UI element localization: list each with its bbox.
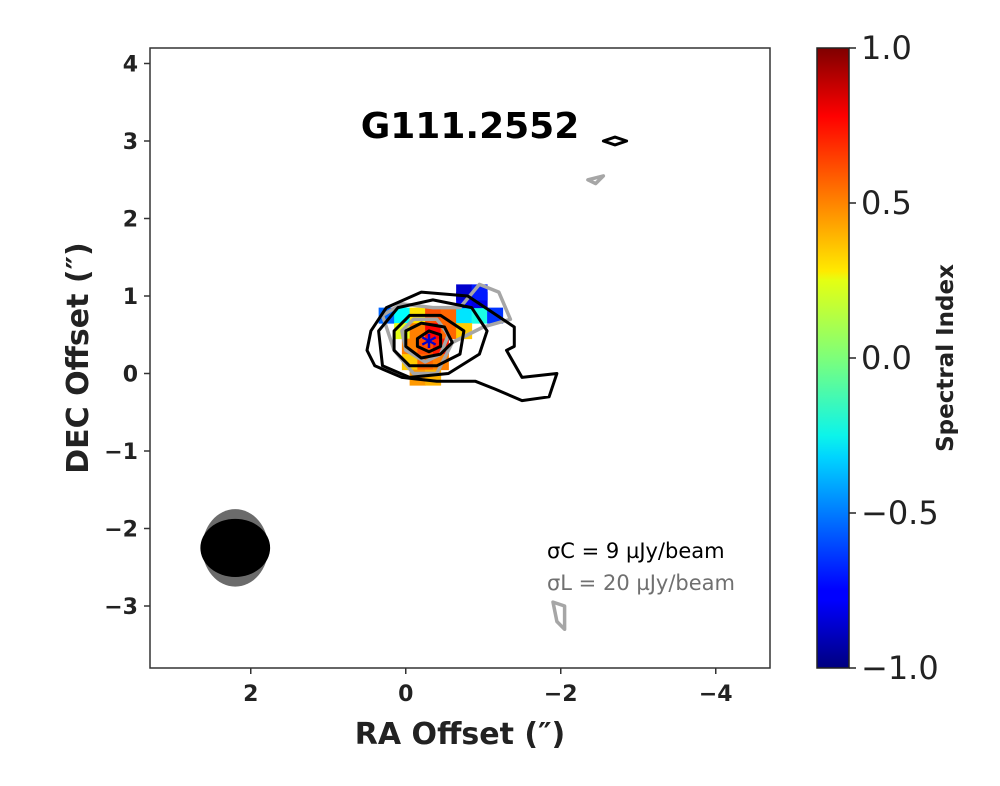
source-marker-icon: * [421,330,437,365]
plot-frame [149,47,771,669]
y-tick-label: −1 [104,440,138,465]
continuum-contour [415,329,443,354]
plot-area: * 2 0 −2 −4 −3 −2 −1 0 1 2 3 4 [104,47,771,707]
continuum-contour [365,290,559,403]
colorbar-title: Spectral Index [933,264,959,452]
continuum-contour [404,321,454,360]
colorbar-tick-label: −1.0 [861,649,939,687]
y-tick-label: −2 [104,518,138,543]
colorbar-tick-label: 0.0 [861,339,912,377]
continuum-contour [601,135,629,147]
line-rms-label: σL = 20 µJy/beam [547,571,735,595]
y-tick-label: −3 [104,595,138,620]
y-tick-label: 0 [123,363,138,388]
spectral-index-pixel [456,307,473,324]
x-tick-label: 2 [243,682,258,707]
colorbar-tick-label: 0.5 [861,184,912,222]
line-contour [586,174,606,186]
continuum-contour [377,298,489,379]
continuum-contour [392,313,466,368]
x-axis-ticks: 2 0 −2 −4 [243,668,733,707]
colorbar-tick-label: −0.5 [861,494,939,532]
colorbar-gradient [816,47,850,669]
y-axis-title: DEC Offset (″) [61,242,96,473]
x-tick-label: 0 [398,682,413,707]
beam-ellipses [200,509,271,587]
continuum-rms-label: σC = 9 µJy/beam [547,539,725,563]
line-contour [380,282,513,376]
y-tick-label: 1 [123,285,138,310]
contours [365,135,629,632]
y-tick-label: 3 [123,130,138,155]
y-tick-label: 2 [123,208,138,233]
colorbar-ticks: 1.0 0.5 0.0 −0.5 −1.0 [849,29,939,687]
x-tick-label: −4 [699,682,733,707]
colorbar-tick-label: 1.0 [861,29,912,67]
continuum-beam-ellipse [200,518,271,577]
source-marker-layer: * [421,330,437,365]
y-tick-label: 4 [123,53,138,78]
line-contour [551,600,567,632]
line-contour [400,317,451,364]
x-tick-label: −2 [544,682,578,707]
colorbar: 1.0 0.5 0.0 −0.5 −1.0 Spectral Index [816,29,959,687]
plot-title: G111.2552 [361,106,580,147]
x-axis-title: RA Offset (″) [355,717,565,752]
y-axis-ticks: −3 −2 −1 0 1 2 3 4 [104,53,150,620]
